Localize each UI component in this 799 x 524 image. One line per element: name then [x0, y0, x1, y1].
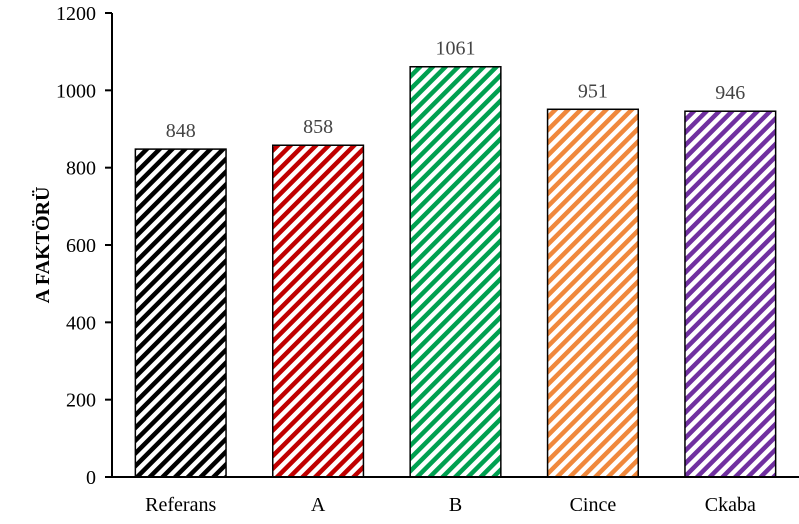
y-tick-label: 400	[66, 312, 96, 334]
bar-b	[409, 65, 502, 478]
y-tick-label: 800	[66, 158, 96, 180]
bar-a	[272, 144, 365, 478]
y-axis-title: A FAKTÖRÜ	[31, 187, 54, 304]
bar-ckaba	[684, 110, 777, 478]
y-tick-label: 600	[66, 235, 96, 257]
x-tick-label: A	[311, 494, 326, 516]
data-label: 951	[578, 80, 608, 102]
x-tick-label: Referans	[145, 494, 216, 516]
data-labels: 848 858 1061 951 946	[166, 38, 746, 142]
y-tick-label: 1000	[56, 80, 96, 102]
data-label: 946	[715, 82, 745, 104]
y-tick-label: 1200	[56, 3, 96, 25]
y-tick-label: 0	[86, 467, 96, 489]
x-tick-label: Cince	[570, 494, 617, 516]
x-tick-label: Ckaba	[705, 494, 756, 516]
x-tick-label: B	[449, 494, 462, 516]
y-ticks: 0 200 400 600 800 1000 1200	[56, 3, 112, 489]
y-tick-label: 200	[66, 390, 96, 412]
data-label: 858	[303, 116, 333, 138]
x-tick-labels: Referans A B Cince Ckaba	[145, 494, 756, 516]
data-label: 1061	[436, 38, 476, 60]
data-label: 848	[166, 120, 196, 142]
bar-cince	[546, 108, 639, 478]
bar-referans	[134, 148, 227, 478]
bars-layer	[134, 65, 777, 478]
